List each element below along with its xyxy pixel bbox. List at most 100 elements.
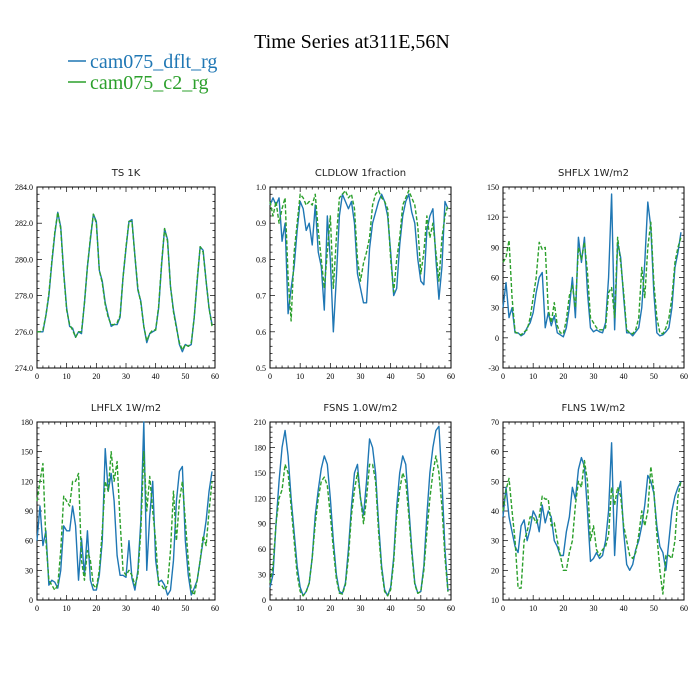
figure-title: Time Series at311E,56N <box>254 31 450 53</box>
x-tick-label: 60 <box>447 604 455 613</box>
x-tick-label: 30 <box>122 372 130 381</box>
x-tick-label: 50 <box>417 372 425 381</box>
y-tick-label: 60 <box>491 274 499 283</box>
figure-legend: cam075_dflt_rg cam075_c2_rg <box>68 51 217 94</box>
x-tick-label: 0 <box>501 372 505 381</box>
x-tick-label: 0 <box>35 372 39 381</box>
series-line-c2 <box>36 450 213 596</box>
x-tick-label: 30 <box>122 604 130 613</box>
y-tick-label: 60 <box>25 537 33 546</box>
x-tick-label: 20 <box>326 604 334 613</box>
series-line-dflt <box>502 193 682 338</box>
y-tick-label: 210 <box>254 418 266 427</box>
y-tick-label: 50 <box>491 477 499 486</box>
x-tick-label: 10 <box>529 604 537 613</box>
legend-label-dflt: cam075_dflt_rg <box>90 51 217 73</box>
x-tick-label: 20 <box>92 372 100 381</box>
series-line-c2 <box>269 455 449 597</box>
y-tick-label: 30 <box>491 304 499 313</box>
x-tick-label: 60 <box>211 372 219 381</box>
y-tick-label: 90 <box>258 520 266 529</box>
y-tick-label: 30 <box>25 566 33 575</box>
y-tick-label: 120 <box>254 494 266 503</box>
x-tick-label: 30 <box>357 604 365 613</box>
chart-title: LHFLX 1W/m2 <box>91 403 161 414</box>
x-tick-label: 50 <box>417 604 425 613</box>
y-tick-label: 180 <box>254 443 266 452</box>
chart-panel-1: CLDLOW 1fraction 0 10 20 30 40 50 60 0.5 0.6 0.7 0.… <box>256 168 455 381</box>
y-tick-label: 274.0 <box>15 364 33 373</box>
y-tick-label: 278.0 <box>15 292 33 301</box>
x-tick-label: 10 <box>296 372 304 381</box>
chart-panel-3: LHFLX 1W/m2 0 10 20 30 40 50 60 0 30 60 90 120 150 180 <box>21 403 219 613</box>
y-tick-label: 60 <box>258 545 266 554</box>
plot-frame <box>502 421 685 601</box>
chart-title: TS 1K <box>111 168 141 179</box>
y-tick-label: 280.0 <box>15 255 33 264</box>
y-tick-label: 150 <box>21 448 33 457</box>
x-tick-label: 10 <box>63 372 71 381</box>
x-tick-label: 40 <box>152 604 160 613</box>
y-tick-label: 0.6 <box>256 328 266 337</box>
x-tick-label: 10 <box>63 604 71 613</box>
y-tick-label: 284.0 <box>15 183 33 192</box>
chart-title: FLNS 1W/m2 <box>561 403 625 414</box>
x-tick-label: 40 <box>620 372 628 381</box>
x-tick-label: 10 <box>296 604 304 613</box>
x-tick-label: 30 <box>357 372 365 381</box>
x-tick-label: 40 <box>387 604 395 613</box>
series-line-c2 <box>269 189 449 322</box>
series-line-c2 <box>502 459 682 595</box>
x-tick-label: 60 <box>211 604 219 613</box>
y-tick-label: 276.0 <box>15 328 33 337</box>
x-tick-label: 0 <box>35 604 39 613</box>
panel-grid: TS 1K 0 10 20 30 40 50 60 274.0 276.0 278.0 280.0 28… <box>15 168 688 613</box>
y-tick-label: 150 <box>254 469 266 478</box>
x-tick-label: 20 <box>559 372 567 381</box>
chart-title: CLDLOW 1fraction <box>315 168 406 179</box>
x-tick-label: 50 <box>650 604 658 613</box>
y-tick-label: 20 <box>491 566 499 575</box>
x-tick-label: 20 <box>92 604 100 613</box>
legend-label-c2: cam075_c2_rg <box>90 72 209 94</box>
x-tick-label: 50 <box>181 604 189 613</box>
y-tick-label: 1.0 <box>256 183 266 192</box>
y-tick-label: 180 <box>21 418 33 427</box>
y-tick-label: 120 <box>21 477 33 486</box>
y-tick-label: 0 <box>262 596 266 605</box>
y-tick-label: 0.7 <box>256 292 266 301</box>
x-tick-label: 0 <box>268 372 272 381</box>
y-tick-label: 282.0 <box>15 219 33 228</box>
y-tick-label: 0.5 <box>256 364 266 373</box>
x-tick-label: 20 <box>559 604 567 613</box>
x-tick-label: 0 <box>501 604 505 613</box>
y-tick-label: -30 <box>488 364 499 373</box>
x-tick-label: 40 <box>620 604 628 613</box>
x-tick-label: 40 <box>152 372 160 381</box>
chart-panel-0: TS 1K 0 10 20 30 40 50 60 274.0 276.0 278.0 280.0 28… <box>15 168 219 381</box>
series-line-c2 <box>502 221 682 336</box>
y-tick-label: 0 <box>495 334 499 343</box>
x-tick-label: 60 <box>680 604 688 613</box>
series-line-c2 <box>37 211 213 351</box>
x-tick-label: 60 <box>680 372 688 381</box>
chart-title: FSNS 1.0W/m2 <box>323 403 397 414</box>
y-tick-label: 0.8 <box>256 255 266 264</box>
x-tick-label: 20 <box>326 372 334 381</box>
series-line-dflt <box>502 442 682 572</box>
x-tick-label: 60 <box>447 372 455 381</box>
series-line-dflt <box>269 193 449 333</box>
x-tick-label: 0 <box>268 604 272 613</box>
y-tick-label: 0 <box>29 596 33 605</box>
x-tick-label: 50 <box>181 372 189 381</box>
y-tick-label: 120 <box>487 213 499 222</box>
y-tick-label: 60 <box>491 448 499 457</box>
y-tick-label: 90 <box>491 243 499 252</box>
y-tick-label: 0.9 <box>256 219 266 228</box>
y-tick-label: 70 <box>491 418 499 427</box>
x-tick-label: 40 <box>387 372 395 381</box>
chart-panel-4: FSNS 1.0W/m2 0 10 20 30 40 50 60 0 30 60 90 120 150 18… <box>254 403 455 613</box>
y-tick-label: 40 <box>491 507 499 516</box>
